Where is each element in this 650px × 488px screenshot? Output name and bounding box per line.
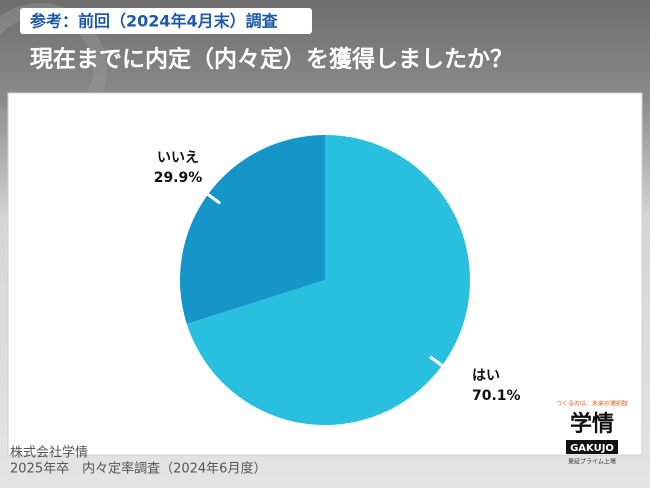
logo-box	[566, 440, 618, 454]
leader-line	[429, 355, 461, 380]
pie: はい 70.1% いいえ 29.9%	[154, 135, 521, 425]
footer-company: 株式会社学情	[10, 445, 88, 461]
value-label: 29.9%	[154, 170, 203, 186]
value-label: 70.1%	[472, 388, 521, 404]
logo-roman: GAKUJO	[570, 443, 614, 454]
logo-tagline: つくるのは、未来の選択肢	[556, 400, 628, 408]
leader-line	[189, 180, 221, 205]
pie-slice	[180, 135, 325, 324]
slice-label: いいえ	[157, 150, 199, 166]
logo-listing: 東証プライム上場	[568, 458, 616, 466]
tag: 参考：前回（2024年4月末）調査	[30, 12, 278, 31]
logo-name: 学情	[570, 411, 614, 437]
pie-slice	[186, 135, 470, 425]
slice-label: はい	[472, 368, 500, 384]
tag-box	[20, 8, 312, 34]
title: 現在までに内定（内々定）を獲得しましたか？	[30, 46, 513, 73]
footer-survey: 2025年卒 内々定率調査（2024年6月度）	[10, 461, 266, 477]
